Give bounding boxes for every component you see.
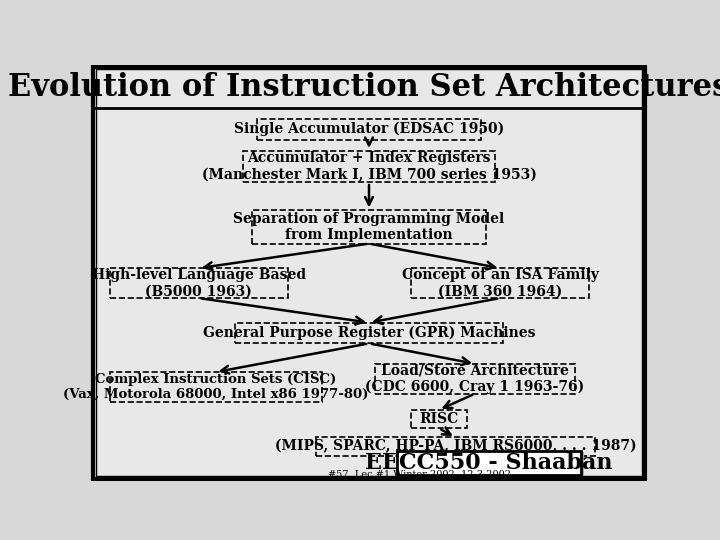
Bar: [235, 322, 503, 343]
Text: RISC: RISC: [419, 412, 459, 426]
Text: Separation of Programming Model
from Implementation: Separation of Programming Model from Imp…: [233, 212, 505, 242]
Bar: [400, 453, 585, 476]
Text: High-level Language Based
(B5000 1963): High-level Language Based (B5000 1963): [91, 268, 306, 298]
Bar: [411, 410, 467, 428]
Bar: [258, 119, 481, 140]
Text: EECC550 - Shaaban: EECC550 - Shaaban: [365, 452, 613, 474]
Text: Concept of an ISA Family
(IBM 360 1964): Concept of an ISA Family (IBM 360 1964): [402, 268, 598, 298]
Bar: [411, 268, 590, 298]
Bar: [374, 364, 575, 394]
Bar: [397, 451, 581, 475]
Bar: [243, 151, 495, 183]
Text: #57  Lec #1 Winter 2002  12-3-2002: #57 Lec #1 Winter 2002 12-3-2002: [328, 469, 510, 478]
Text: Complex Instruction Sets (CISC)
(Vax, Motorola 68000, Intel x86 1977-80): Complex Instruction Sets (CISC) (Vax, Mo…: [63, 373, 368, 401]
Bar: [252, 211, 486, 244]
Text: Load/Store Architecture
(CDC 6600, Cray 1 1963-76): Load/Store Architecture (CDC 6600, Cray …: [365, 363, 585, 394]
Text: General Purpose Register (GPR) Machines: General Purpose Register (GPR) Machines: [203, 326, 535, 340]
Text: Evolution of Instruction Set Architectures: Evolution of Instruction Set Architectur…: [9, 72, 720, 103]
Text: (MIPS, SPARC, HP-PA, IBM RS6000, . . . 1987): (MIPS, SPARC, HP-PA, IBM RS6000, . . . 1…: [274, 440, 636, 454]
Bar: [109, 372, 322, 402]
Bar: [316, 437, 595, 456]
Text: Single Accumulator (EDSAC 1950): Single Accumulator (EDSAC 1950): [234, 122, 504, 137]
Bar: [109, 268, 288, 298]
Text: Accumulator + Index Registers
(Manchester Mark I, IBM 700 series 1953): Accumulator + Index Registers (Mancheste…: [202, 151, 536, 182]
